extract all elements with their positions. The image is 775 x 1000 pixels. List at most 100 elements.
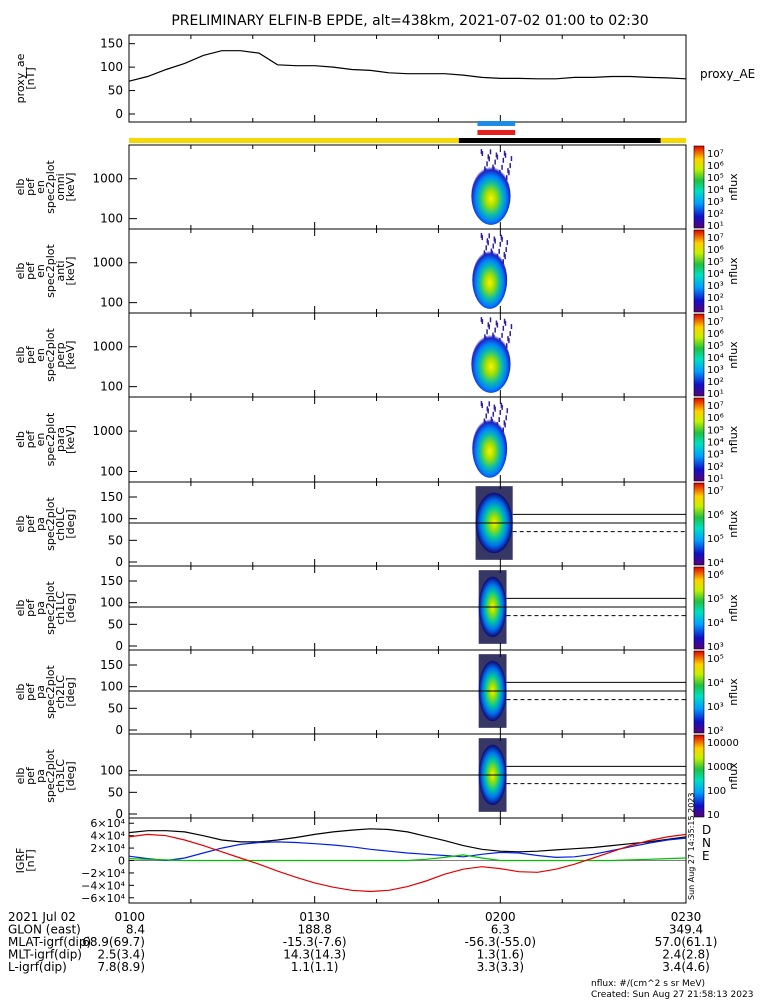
spec_omni-speckle: [488, 156, 490, 162]
spec_anti-ytick: 1000: [92, 256, 123, 270]
pa_ch1-ylabel-line: spec2plot: [44, 581, 57, 635]
spec_anti-speckle: [485, 245, 488, 251]
pa_ch0-ytick: 150: [100, 490, 123, 504]
status-bar-yellow: [129, 138, 459, 143]
spec_perp-speckle: [496, 322, 499, 328]
spec_perp-colorbar: [693, 313, 705, 397]
pa_ch1-ylabel-line: ch1LC: [54, 591, 67, 625]
spec_omni-ylabel-line: spec2plot: [44, 160, 57, 214]
pa_ch0-colorbar-label: nflux: [727, 510, 740, 538]
pa_ch2-colorbar-tick: 10⁵: [707, 654, 724, 665]
spec_para-speckle: [480, 401, 483, 406]
spec_anti-colorbar-tick: 10³: [707, 281, 724, 292]
footer-units-note: nflux: #/(cm^2 s sr MeV): [591, 979, 705, 989]
spec_anti-speckle: [481, 235, 483, 241]
spec_perp-speckle: [502, 325, 505, 331]
footer-row-value: 2.5(3.4): [97, 948, 145, 962]
footer-row-label: GLON (east): [8, 923, 81, 937]
footer-row-label: L-igrf(dip): [8, 960, 67, 974]
spec_anti-speckle: [499, 241, 502, 247]
spec_omni-ylabel-line: elb: [14, 179, 27, 196]
igrf-panel: 6×10⁴4×10⁴2×10⁴0−2×10⁴−4×10⁴−6×10⁴DNEIGR…: [14, 793, 711, 905]
spec_perp-speckle: [488, 324, 490, 330]
spec_omni-colorbar-tick: 10⁷: [707, 149, 724, 160]
pa_ch0-ylabel-line: pa: [34, 517, 47, 531]
pa_ch0-ytick: 50: [108, 533, 123, 547]
igrf-series-2: [128, 854, 687, 862]
footer-row-label: 2021 Jul 02: [8, 910, 76, 924]
pa_ch0-ylabel-line: pef: [24, 514, 37, 533]
spec_omni-colorbar-tick: 10²: [707, 209, 724, 220]
pa_ch1-ytick: 0: [115, 639, 123, 653]
pa_ch1-ytick: 50: [108, 617, 123, 631]
igrf-series-3: [128, 833, 687, 893]
spec_para-ytick: 1000: [92, 424, 123, 438]
spec_perp-speckle: [509, 331, 511, 337]
spec_perp-speckle: [503, 318, 506, 324]
spec_para-speckle: [506, 408, 509, 414]
spec_para-speckle: [505, 415, 507, 421]
spec_anti-speckle: [486, 238, 489, 244]
spec_para-speckle: [499, 409, 502, 415]
igrf-side-label: D: [702, 823, 711, 837]
spec_para-ytick: 100: [100, 465, 123, 479]
pa_ch0-colorbar: [693, 482, 705, 566]
pa_ch3-ylabel-line: [deg]: [64, 761, 77, 790]
pa_ch0-colorbar-tick: 10⁷: [707, 486, 724, 497]
spec_omni-speckle: [494, 159, 496, 165]
spec_perp-colorbar-tick: 10²: [707, 377, 724, 388]
pa_ch1-ytick: 100: [100, 596, 123, 610]
pa_ch3-ytick: 100: [100, 764, 123, 778]
spec_perp-speckle: [480, 317, 483, 322]
spec_perp-ylabel-line: pef: [24, 345, 37, 364]
spec_anti-speckle: [498, 248, 500, 254]
proxy-ae-frame: [128, 34, 687, 123]
pa_ch3-colorbar-tick: 1000: [707, 762, 732, 773]
proxy-ae-ytick: 150: [100, 37, 123, 51]
pa_ch0-frame: [128, 481, 687, 567]
spec_anti-speckle: [506, 240, 509, 246]
igrf-side-label: E: [702, 849, 710, 863]
pa_ch3-ylabel-line: pef: [24, 766, 37, 785]
footer-row-value: 3.4(4.6): [662, 960, 710, 974]
spec_perp-colorbar-label: nflux: [727, 341, 740, 369]
footer-row-value: 2.4(2.8): [662, 948, 710, 962]
pa_ch0-ytick: 100: [100, 512, 123, 526]
spec_perp-speckle: [481, 319, 484, 325]
pa_ch0-colorbar-tick: 10⁵: [707, 534, 724, 545]
spec_anti-ylabel-line: elb: [14, 263, 27, 280]
spec_para-speckle: [488, 401, 490, 407]
pa_ch2-ytick: 150: [100, 658, 123, 672]
spec_omni-speckle: [496, 154, 499, 160]
spec_anti-ylabel-line: anti: [54, 260, 67, 281]
pa_ch3-frame: [128, 733, 687, 819]
spec_para-colorbar-label: nflux: [727, 425, 740, 453]
igrf-side-stamp: Sun Aug 27 14:35:15 2023: [687, 793, 696, 900]
spec_para-ylabel-line: spec2plot: [44, 412, 57, 466]
spec_omni-speckle: [504, 152, 507, 158]
spec_para-speckle: [498, 417, 500, 423]
spec_omni-flux-blob: [471, 166, 511, 225]
spec_perp-colorbar-tick: 10⁶: [707, 329, 724, 340]
spec_perp-colorbar-tick: 10⁴: [707, 353, 724, 364]
igrf-ylabel-line: IGRF: [14, 848, 27, 874]
spec_omni-colorbar-tick: 10¹: [707, 221, 724, 232]
spec_perp-ylabel-line: [keV]: [64, 341, 77, 370]
spec_para-colorbar-tick: 10³: [707, 450, 724, 461]
spec_anti-colorbar-tick: 10¹: [707, 305, 724, 316]
spec_omni-speckle: [480, 149, 483, 154]
footer-row-value: 188.8: [297, 923, 331, 937]
spec_perp-speckle: [507, 336, 509, 342]
pa_ch3-colorbar-label: nflux: [727, 762, 740, 790]
pa_ch0-colorbar-tick: 10⁴: [707, 558, 724, 569]
pa_ch1-colorbar: [693, 566, 705, 650]
spec_perp-colorbar-tick: 10⁵: [707, 341, 724, 352]
spec_perp-colorbar-tick: 10³: [707, 365, 724, 376]
footer-row-value: 14.3(14.3): [283, 948, 346, 962]
spec-perp-panel: 1000100elbpefenspec2plotperp[keV]10⁷10⁶1…: [14, 312, 740, 400]
spec_perp-colorbar-tick: 10¹: [707, 389, 724, 400]
spec_para-ylabel-line: para: [54, 427, 67, 452]
